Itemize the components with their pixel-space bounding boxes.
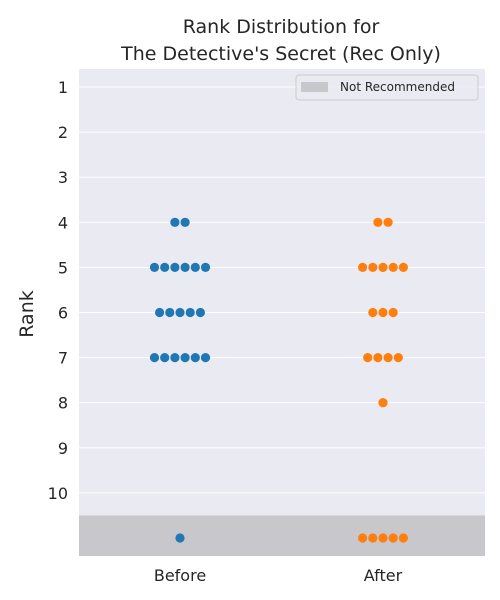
x-tick-label: Before (154, 566, 206, 585)
data-point (190, 352, 200, 363)
y-tick-label: 4 (58, 213, 68, 232)
y-tick-label: 8 (58, 394, 68, 413)
data-point (149, 262, 160, 273)
data-point (383, 352, 393, 363)
y-tick-label: 10 (48, 484, 68, 503)
data-point (388, 307, 398, 318)
chart-title-line-2: The Detective's Secret (Rec Only) (120, 43, 441, 65)
data-point (378, 262, 388, 273)
data-point (200, 352, 211, 363)
y-tick-label: 7 (58, 349, 68, 368)
data-point (383, 217, 393, 227)
data-point (388, 533, 398, 543)
data-point (373, 352, 383, 363)
data-point (373, 217, 383, 227)
data-point (180, 217, 190, 227)
data-point (398, 262, 408, 273)
data-point (170, 217, 180, 227)
data-point (195, 307, 205, 318)
data-point (165, 307, 175, 318)
data-point (160, 352, 170, 363)
data-point (368, 533, 378, 543)
legend-label: Not Recommended (340, 80, 455, 94)
data-point (149, 352, 160, 363)
data-point (378, 398, 388, 408)
data-point (368, 307, 378, 318)
y-tick-label: 2 (58, 123, 68, 142)
data-point (378, 307, 388, 318)
data-point (185, 307, 195, 318)
data-point (393, 352, 403, 363)
data-point (358, 533, 368, 543)
data-point (190, 262, 200, 273)
data-point (170, 262, 180, 273)
data-point (160, 262, 170, 273)
y-tick-label: 3 (58, 168, 68, 187)
chart-title-line-1: Rank Distribution for (183, 16, 380, 38)
y-tick-label: 9 (58, 439, 68, 458)
y-tick-label: 1 (58, 78, 68, 97)
data-point (180, 352, 190, 363)
data-point (363, 352, 373, 363)
y-tick-label: 6 (58, 304, 68, 323)
data-point (200, 262, 211, 273)
legend-box (295, 74, 479, 101)
data-point (180, 262, 190, 273)
x-tick-label: After (364, 566, 403, 585)
data-point (175, 307, 185, 318)
data-point (388, 262, 398, 273)
data-point (398, 533, 408, 543)
data-point (155, 307, 165, 318)
data-point (358, 262, 368, 273)
data-point (378, 533, 388, 543)
data-point (175, 533, 185, 543)
y-axis-label: Rank (16, 290, 38, 337)
data-point (368, 262, 378, 273)
not-recommended-band (79, 515, 485, 556)
legend-swatch (301, 82, 328, 92)
y-tick-label: 5 (58, 258, 68, 277)
data-point (170, 352, 180, 363)
